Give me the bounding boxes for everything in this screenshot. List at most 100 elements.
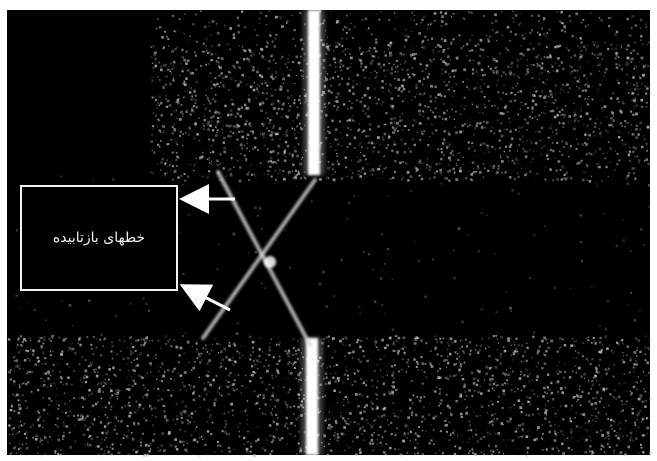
speckle-dot [220, 350, 223, 353]
speckle-dot [418, 161, 422, 164]
speckle-dot [236, 159, 239, 163]
speckle-dot [371, 168, 374, 171]
speckle-dot [381, 304, 384, 306]
speckle-dot [229, 172, 233, 176]
speckle-dot [97, 384, 99, 386]
speckle-dot [633, 41, 637, 45]
speckle-dot [519, 21, 522, 25]
speckle-region-top [150, 10, 653, 183]
speckle-dot [148, 444, 151, 447]
speckle-dot [481, 48, 485, 52]
speckle-dot [615, 444, 618, 447]
speckle-dot [637, 376, 640, 379]
speckle-dot [596, 185, 599, 187]
speckle-dot [144, 340, 147, 344]
speckle-dot [319, 178, 322, 181]
speckle-dot [146, 454, 150, 457]
speckle-dot [533, 150, 535, 152]
speckle-dot [565, 141, 567, 143]
speckle-dot [569, 347, 572, 350]
speckle-dot [160, 131, 162, 133]
speckle-dot [480, 85, 482, 88]
speckle-dot [412, 394, 414, 396]
speckle-dot [186, 451, 188, 453]
speckle-dot [198, 354, 201, 358]
speckle-dot [39, 438, 42, 440]
speckle-dot [493, 72, 495, 74]
speckle-dot [132, 352, 134, 354]
speckle-dot [531, 142, 533, 144]
speckle-dot [222, 125, 224, 126]
speckle-dot [432, 51, 435, 54]
speckle-dot [373, 47, 376, 50]
speckle-dot [220, 72, 223, 75]
speckle-dot [343, 25, 346, 28]
speckle-dot [598, 17, 601, 19]
speckle-dot [43, 384, 46, 387]
speckle-dot [476, 379, 480, 382]
speckle-dot [126, 362, 128, 365]
speckle-dot [567, 49, 570, 52]
reflected-line-descending [216, 170, 312, 347]
speckle-dot [402, 161, 404, 163]
speckle-dot [166, 99, 170, 103]
speckle-dot [153, 70, 155, 72]
speckle-dot [267, 42, 269, 45]
speckle-dot [516, 159, 519, 162]
speckle-dot [294, 146, 296, 148]
speckle-dot [210, 33, 213, 36]
speckle-dot [489, 378, 492, 381]
speckle-dot [535, 130, 537, 133]
speckle-dot [577, 398, 579, 401]
speckle-dot [584, 98, 587, 100]
speckle-dot [62, 421, 65, 424]
speckle-dot [642, 74, 645, 77]
speckle-dot [270, 411, 273, 414]
speckle-dot [600, 397, 602, 400]
speckle-dot [152, 358, 154, 360]
speckle-dot [620, 45, 623, 48]
speckle-dot [259, 394, 262, 396]
speckle-dot [449, 434, 451, 436]
speckle-dot [471, 72, 475, 75]
speckle-dot [202, 151, 204, 154]
speckle-dot [559, 387, 563, 390]
speckle-dot [275, 400, 277, 402]
speckle-dot [283, 149, 287, 152]
speckle-dot [262, 412, 265, 416]
speckle-dot [329, 78, 332, 81]
speckle-dot [213, 394, 215, 396]
speckle-dot [251, 66, 254, 69]
speckle-dot [545, 409, 548, 412]
speckle-dot [271, 73, 274, 76]
speckle-dot [268, 121, 271, 125]
speckle-dot [208, 353, 211, 355]
speckle-dot [510, 143, 513, 146]
speckle-dot [176, 101, 179, 103]
speckle-dot [644, 359, 647, 362]
speckle-dot [573, 127, 576, 130]
speckle-dot [452, 95, 454, 97]
speckle-dot [224, 426, 227, 428]
speckle-dot [600, 19, 603, 22]
speckle-dot [28, 359, 31, 362]
speckle-dot [546, 79, 548, 81]
speckle-dot [510, 61, 514, 65]
speckle-dot [371, 402, 374, 405]
speckle-dot [328, 411, 331, 413]
speckle-dot [642, 451, 645, 454]
speckle-dot [513, 162, 516, 165]
speckle-dot [342, 417, 345, 420]
speckle-dot [63, 431, 65, 434]
speckle-dot [473, 133, 475, 136]
speckle-dot [181, 56, 184, 59]
speckle-dot [402, 358, 404, 361]
speckle-dot [199, 361, 202, 364]
speckle-dot [49, 351, 51, 353]
speckle-dot [615, 454, 617, 456]
speckle-dot [550, 381, 553, 385]
speckle-dot [225, 367, 227, 370]
speckle-dot [357, 161, 360, 163]
speckle-dot [175, 448, 179, 451]
speckle-dot [623, 370, 625, 372]
